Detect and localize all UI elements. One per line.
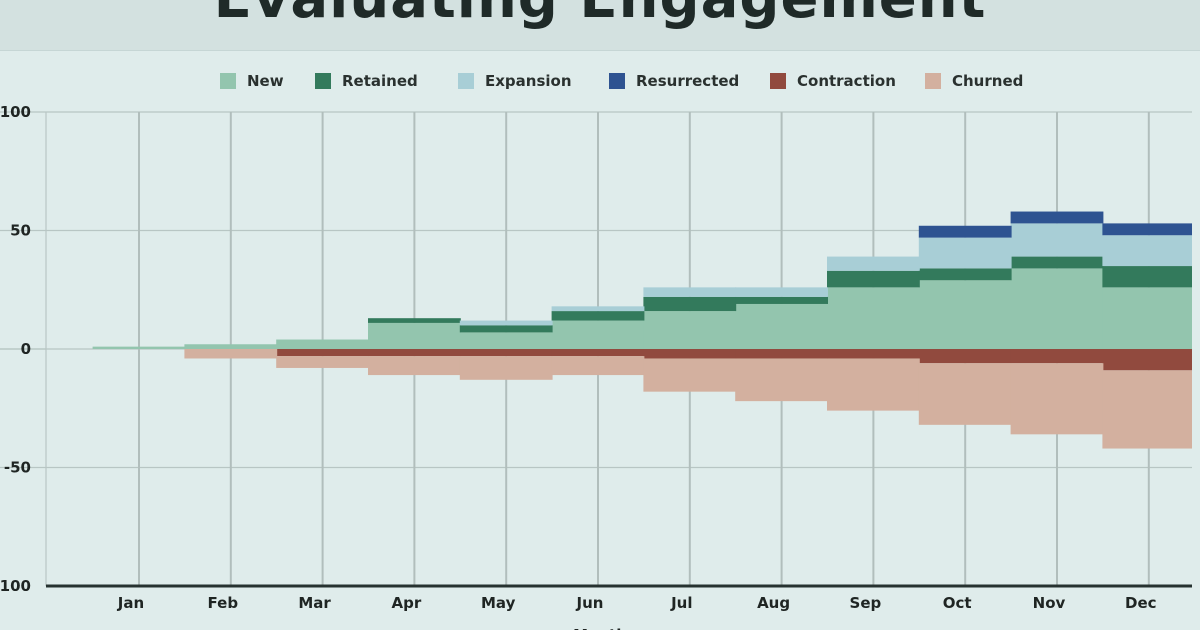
y-tick-label: -50 (4, 459, 31, 477)
title-band: Evaluating Engagement (0, 0, 1200, 51)
legend-swatch-churned (925, 73, 941, 89)
stack-bars (92, 211, 1192, 449)
bar-retained-sep (827, 270, 920, 288)
x-tick-label-aug: Aug (757, 594, 790, 612)
bar-contraction-jun (551, 349, 645, 357)
bar-churned-sep (827, 358, 920, 411)
legend-label-new: New (247, 72, 284, 90)
x-tick-label-jul: Jul (670, 594, 692, 612)
x-tick-label-mar: Mar (298, 594, 331, 612)
bar-new-jul (643, 311, 737, 349)
bar-resurrected-oct (918, 225, 1012, 238)
legend-label-retained: Retained (342, 72, 418, 90)
bar-resurrected-nov (1010, 211, 1104, 224)
bar-churned-oct (918, 363, 1012, 425)
bar-churned-may (459, 356, 553, 380)
bar-expansion-oct (918, 237, 1012, 269)
bar-retained-may (459, 325, 553, 333)
x-axis-title: Month (573, 626, 627, 630)
bar-churned-nov (1010, 363, 1104, 435)
bar-churned-jul (643, 358, 737, 392)
legend-label-resurrected: Resurrected (636, 72, 739, 90)
bar-churned-dec (1102, 370, 1192, 449)
x-tick-label-nov: Nov (1033, 594, 1066, 612)
bar-expansion-dec (1102, 235, 1192, 267)
bar-churned-jun (551, 356, 645, 376)
chart-title: Evaluating Engagement (0, 0, 1200, 31)
bar-retained-apr (368, 318, 461, 323)
bar-new-sep (827, 287, 920, 349)
bar-contraction-dec (1102, 349, 1192, 371)
bar-expansion-aug (735, 287, 828, 297)
bar-churned-aug (735, 358, 828, 402)
legend-swatch-expansion (458, 73, 474, 89)
bar-resurrected-dec (1102, 223, 1192, 236)
bar-churned-mar (276, 356, 369, 368)
bar-expansion-may (459, 320, 553, 326)
legend-swatch-retained (315, 73, 331, 89)
bar-new-nov (1010, 268, 1104, 349)
x-tick-label-dec: Dec (1125, 594, 1157, 612)
legend-label-churned: Churned (952, 72, 1023, 90)
bar-contraction-sep (827, 349, 920, 359)
bar-churned-apr (368, 356, 461, 376)
bar-contraction-may (459, 349, 553, 357)
legend-label-expansion: Expansion (485, 72, 572, 90)
bar-new-mar (276, 339, 369, 349)
bar-retained-oct (918, 268, 1012, 281)
y-tick-label: -100 (0, 577, 31, 595)
legend-swatch-contraction (770, 73, 786, 89)
bar-new-feb (184, 344, 278, 349)
x-tick-label-apr: Apr (392, 594, 422, 612)
legend-swatch-new (220, 73, 236, 89)
bar-expansion-jul (643, 287, 737, 297)
bar-new-jun (551, 320, 645, 349)
bar-churned-feb (184, 349, 278, 359)
y-tick-label: 50 (10, 222, 31, 240)
x-tick-label-may: May (481, 594, 516, 612)
bar-expansion-nov (1010, 223, 1104, 257)
bar-new-oct (918, 280, 1012, 349)
bar-new-dec (1102, 287, 1192, 349)
bar-retained-aug (735, 296, 828, 304)
legend-swatch-resurrected (609, 73, 625, 89)
bar-contraction-nov (1010, 349, 1104, 364)
x-tick-label-jan: Jan (117, 594, 144, 612)
bar-expansion-sep (827, 256, 920, 271)
bar-contraction-jul (643, 349, 737, 359)
bar-expansion-jun (551, 306, 645, 312)
bar-contraction-aug (735, 349, 828, 359)
bar-new-may (459, 332, 553, 349)
y-tick-label: 0 (21, 340, 31, 358)
bar-new-apr (368, 322, 461, 349)
bar-retained-nov (1010, 256, 1104, 269)
bar-contraction-apr (368, 349, 461, 357)
y-tick-label: 100 (0, 103, 31, 121)
bar-retained-jul (643, 296, 737, 312)
bar-new-jan (92, 346, 186, 349)
bar-contraction-oct (918, 349, 1012, 364)
legend-label-contraction: Contraction (797, 72, 896, 90)
bar-contraction-mar (276, 349, 369, 357)
bar-new-aug (735, 303, 828, 349)
x-tick-label-oct: Oct (943, 594, 972, 612)
bar-retained-jun (551, 311, 645, 321)
x-tick-label-sep: Sep (850, 594, 882, 612)
x-tick-label-jun: Jun (576, 594, 604, 612)
x-tick-label-feb: Feb (208, 594, 239, 612)
bar-retained-dec (1102, 266, 1192, 288)
